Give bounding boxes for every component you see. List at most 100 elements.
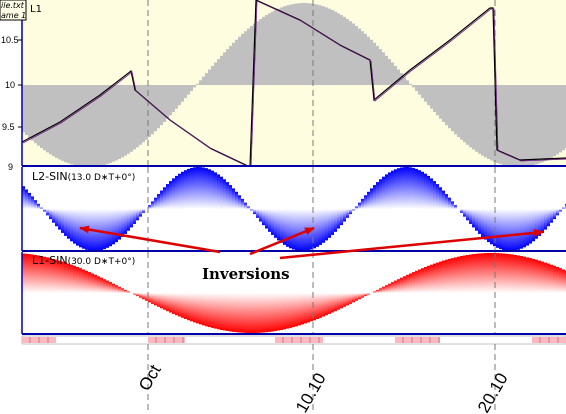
mid-band-bar [538, 209, 541, 236]
bot-band-bar [451, 258, 454, 293]
mid-band-bar [532, 209, 535, 242]
bot-band-bar [505, 253, 508, 293]
bot-band-bar [247, 293, 250, 333]
mid-band-bar [244, 202, 247, 209]
bot-band-bar [436, 262, 439, 293]
mid-band-bar [298, 209, 301, 251]
bot-band-bar [97, 276, 100, 293]
mid-band-bar [76, 209, 79, 246]
bot-band-bar [373, 291, 376, 293]
bot-band-bar [193, 293, 196, 323]
mid-band-bar [229, 185, 232, 209]
bot-band-bar [88, 272, 91, 293]
bot-band-bar [472, 254, 475, 293]
mid-band-bar [247, 206, 250, 209]
mid-band-bar [379, 179, 382, 209]
mid-band-bar [37, 203, 40, 209]
bot-band-bar [223, 293, 226, 331]
bot-band-bar [388, 283, 391, 293]
mid-band-bar [451, 201, 454, 209]
mid-band-bar [406, 167, 409, 209]
mid-band-bar [349, 209, 352, 215]
bot-band-bar [148, 293, 151, 303]
mid-band-bar [106, 209, 109, 248]
mid-band-bar [235, 191, 238, 209]
bot-band-bar [376, 289, 379, 293]
bot-band-bar [217, 293, 220, 330]
mid-band-bar [190, 167, 193, 209]
mid-band-bar [490, 209, 493, 245]
mid-band-bar [331, 209, 334, 235]
mid-band-bar [127, 209, 130, 231]
mid-band-bar [142, 209, 145, 213]
bot-band-bar [196, 293, 199, 324]
bot-band-bar [268, 293, 271, 332]
mid-band-bar [376, 182, 379, 209]
bot-band-bar [400, 277, 403, 293]
bot-band-bar [160, 293, 163, 309]
mid-band-bar [358, 202, 361, 209]
mid-band-bar [31, 196, 34, 209]
mid-band-bar [556, 209, 559, 216]
bot-band-bar [205, 293, 208, 327]
top-pane-sine-fill [22, 3, 566, 166]
bot-band-bar [262, 293, 265, 333]
bot-band-bar [184, 293, 187, 319]
mid-band-bar [361, 198, 364, 209]
price-line-shadow [23, 1, 566, 167]
mid-band-bar [262, 209, 265, 226]
bot-band-bar [424, 267, 427, 293]
mid-band-bar [148, 205, 151, 209]
mid-band-bar [187, 168, 190, 209]
mid-band-bar [178, 173, 181, 209]
top-pane-label: L1 [30, 4, 42, 15]
arrow-2 [249, 226, 315, 256]
bot-band-bar [139, 293, 142, 298]
bot-band-bar [37, 255, 40, 293]
bot-band-bar [136, 293, 139, 297]
mid-band-bar [220, 176, 223, 209]
bot-band-bar [208, 293, 211, 328]
bot-band-bar [550, 264, 553, 293]
mid-band-bar [301, 209, 304, 251]
bot-band-bar [454, 257, 457, 293]
mid-band-bar [40, 207, 43, 209]
bot-band-bar [46, 257, 49, 293]
bot-band-bar [490, 253, 493, 293]
mid-band-bar [322, 209, 325, 243]
y-tick-10: 10 [5, 80, 15, 90]
mid-band-bar [175, 175, 178, 209]
bot-band-bar [430, 264, 433, 293]
mid-band-bar [166, 184, 169, 209]
bot-band-bar [517, 255, 520, 293]
mid-band-bar [424, 173, 427, 209]
bot-band-bar [151, 293, 154, 304]
bot-band-bar [337, 293, 340, 310]
bot-band-bar [73, 265, 76, 293]
bot-band-bar [22, 253, 25, 293]
bot-band-bar [358, 293, 361, 300]
mid-band-bar [421, 171, 424, 209]
bot-band-bar [343, 293, 346, 307]
bot-band-bar [28, 254, 31, 293]
bot-band-bar [166, 293, 169, 312]
mid-band-bar [499, 209, 502, 250]
mid-band-bar [382, 176, 385, 209]
bot-band-bar [418, 269, 421, 293]
mid-band-bar [28, 192, 31, 209]
bot-pane-label: L1-SIN(30.0 D∗T+0°) [32, 254, 135, 267]
bot-band-bar [220, 293, 223, 330]
mid-band-bar [208, 169, 211, 209]
bot-pane-grid [147, 252, 496, 334]
bot-band-bar [340, 293, 343, 309]
file-tag-line1: ile.txt [1, 1, 25, 10]
bot-band-bar [466, 255, 469, 293]
bot-band-bar [286, 293, 289, 329]
mid-band-bar [448, 197, 451, 209]
mid-band-bar [466, 209, 469, 221]
bot-band-bar [379, 288, 382, 293]
mid-band-bar [226, 182, 229, 209]
bot-band-bar [55, 259, 58, 293]
bot-band-bar [235, 293, 238, 333]
file-tag: ile.txt ame 1 [0, 0, 27, 21]
